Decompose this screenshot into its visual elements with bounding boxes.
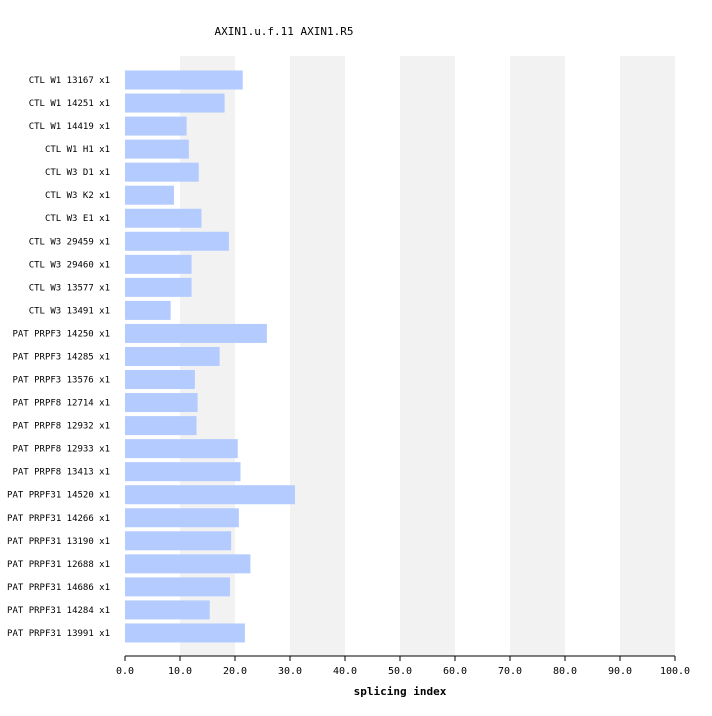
bar [125,254,192,274]
category-label: CTL W3 13577 x1 [29,283,110,293]
category-label: PAT PRPF3 13576 x1 [12,376,110,386]
bar [125,162,199,182]
x-tick-label: 60.0 [443,666,467,677]
category-label: PAT PRPF31 12688 x1 [7,560,110,570]
category-label: PAT PRPF8 12933 x1 [12,445,110,455]
x-tick-label: 40.0 [333,666,357,677]
category-label: PAT PRPF3 14285 x1 [12,352,110,362]
category-label: CTL W1 13167 x1 [29,76,110,86]
category-label: PAT PRPF8 13413 x1 [12,468,110,478]
bar [125,508,239,528]
bar [125,577,231,597]
bar [125,93,225,113]
bar [125,346,220,366]
category-label: PAT PRPF31 14266 x1 [7,514,110,524]
category-label: CTL W1 14251 x1 [29,99,110,109]
category-label: PAT PRPF3 14250 x1 [12,329,110,339]
bar [125,485,295,505]
bar [125,623,245,643]
bar [125,231,229,251]
category-label: PAT PRPF31 14284 x1 [7,606,110,616]
x-tick-label: 70.0 [498,666,522,677]
x-tick-label: 30.0 [278,666,302,677]
category-label: CTL W3 13491 x1 [29,306,110,316]
grid-band [290,56,345,656]
category-label: CTL W3 E1 x1 [45,214,110,224]
grid-band [510,56,565,656]
category-label: CTL W1 14419 x1 [29,122,110,132]
chart-title: AXIN1.u.f.11 AXIN1.R5 [214,25,353,38]
grid-band [400,56,455,656]
category-label: PAT PRPF31 14520 x1 [7,491,110,501]
bar [125,277,192,297]
x-tick-label: 0.0 [116,666,134,677]
background-bands [180,56,675,656]
category-label: CTL W1 H1 x1 [45,145,110,155]
x-tick-label: 50.0 [388,666,412,677]
category-label: PAT PRPF8 12932 x1 [12,422,110,432]
category-label: CTL W3 29460 x1 [29,260,110,270]
bar [125,531,232,551]
bar [125,208,202,228]
bar [125,416,197,436]
bars [125,70,295,643]
bar [125,139,189,159]
bar [125,116,187,136]
category-label: CTL W3 K2 x1 [45,191,110,201]
grid-band [620,56,675,656]
bar [125,70,243,90]
bar [125,370,195,390]
bar [125,393,198,413]
category-label: PAT PRPF31 13991 x1 [7,629,110,639]
bar [125,185,174,205]
category-label: PAT PRPF8 12714 x1 [12,399,110,409]
bar [125,600,210,620]
bar [125,554,251,574]
bar [125,462,241,482]
category-labels: CTL W1 13167 x1 CTL W1 14251 x1 CTL W1 144… [7,76,110,639]
bar [125,300,171,320]
category-label: PAT PRPF31 14686 x1 [7,583,110,593]
category-label: CTL W3 29459 x1 [29,237,110,247]
x-tick-label: 10.0 [168,666,192,677]
x-tick-label: 90.0 [608,666,632,677]
x-tick-label: 100.0 [660,666,690,677]
category-label: PAT PRPF31 13190 x1 [7,537,110,547]
x-tick-label: 20.0 [223,666,247,677]
bar [125,323,267,343]
category-label: CTL W3 D1 x1 [45,168,110,178]
x-axis-ticks: 0.0 10.0 20.0 30.0 40.0 50.0 60.0 70.0 80.0 90.0 1… [116,656,690,677]
x-axis-label: splicing index [354,685,447,698]
x-tick-label: 80.0 [553,666,577,677]
bar [125,439,238,459]
